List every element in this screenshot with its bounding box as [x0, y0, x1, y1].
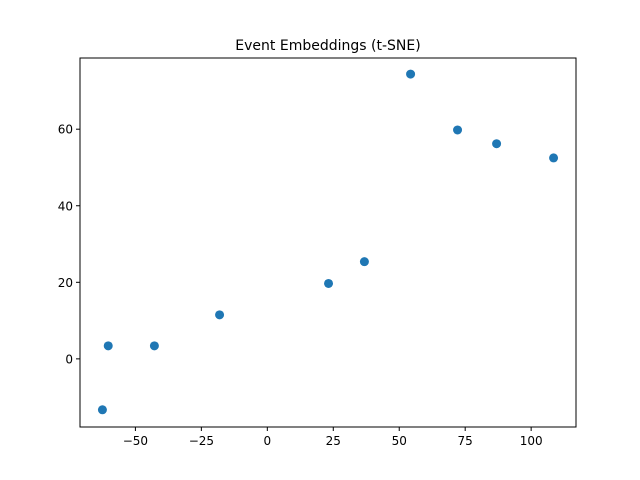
data-point [359, 257, 369, 267]
x-tick-label: 100 [520, 434, 543, 448]
chart-title: Event Embeddings (t-SNE) [235, 38, 420, 54]
data-point [97, 405, 107, 415]
x-tick-label: −50 [123, 434, 148, 448]
x-tick-label: 25 [326, 434, 341, 448]
y-tick-label: 0 [65, 352, 73, 366]
x-tick-label: 0 [263, 434, 271, 448]
data-point [215, 310, 225, 320]
x-tick-label: 50 [392, 434, 407, 448]
data-point [549, 153, 559, 163]
axes-frame [79, 57, 577, 428]
plot-area: −50 −25 0 25 50 75 100 0 20 40 60 [58, 57, 577, 448]
data-point [453, 125, 463, 135]
x-tick-label: 75 [458, 434, 473, 448]
x-tick-label: −25 [189, 434, 214, 448]
y-tick-label: 60 [58, 123, 73, 137]
data-point [324, 278, 334, 288]
data-point [492, 139, 502, 149]
data-point [406, 69, 416, 79]
y-tick-label: 40 [58, 199, 73, 213]
data-point [103, 341, 113, 351]
data-point [149, 341, 159, 351]
y-tick-label: 20 [58, 276, 73, 290]
